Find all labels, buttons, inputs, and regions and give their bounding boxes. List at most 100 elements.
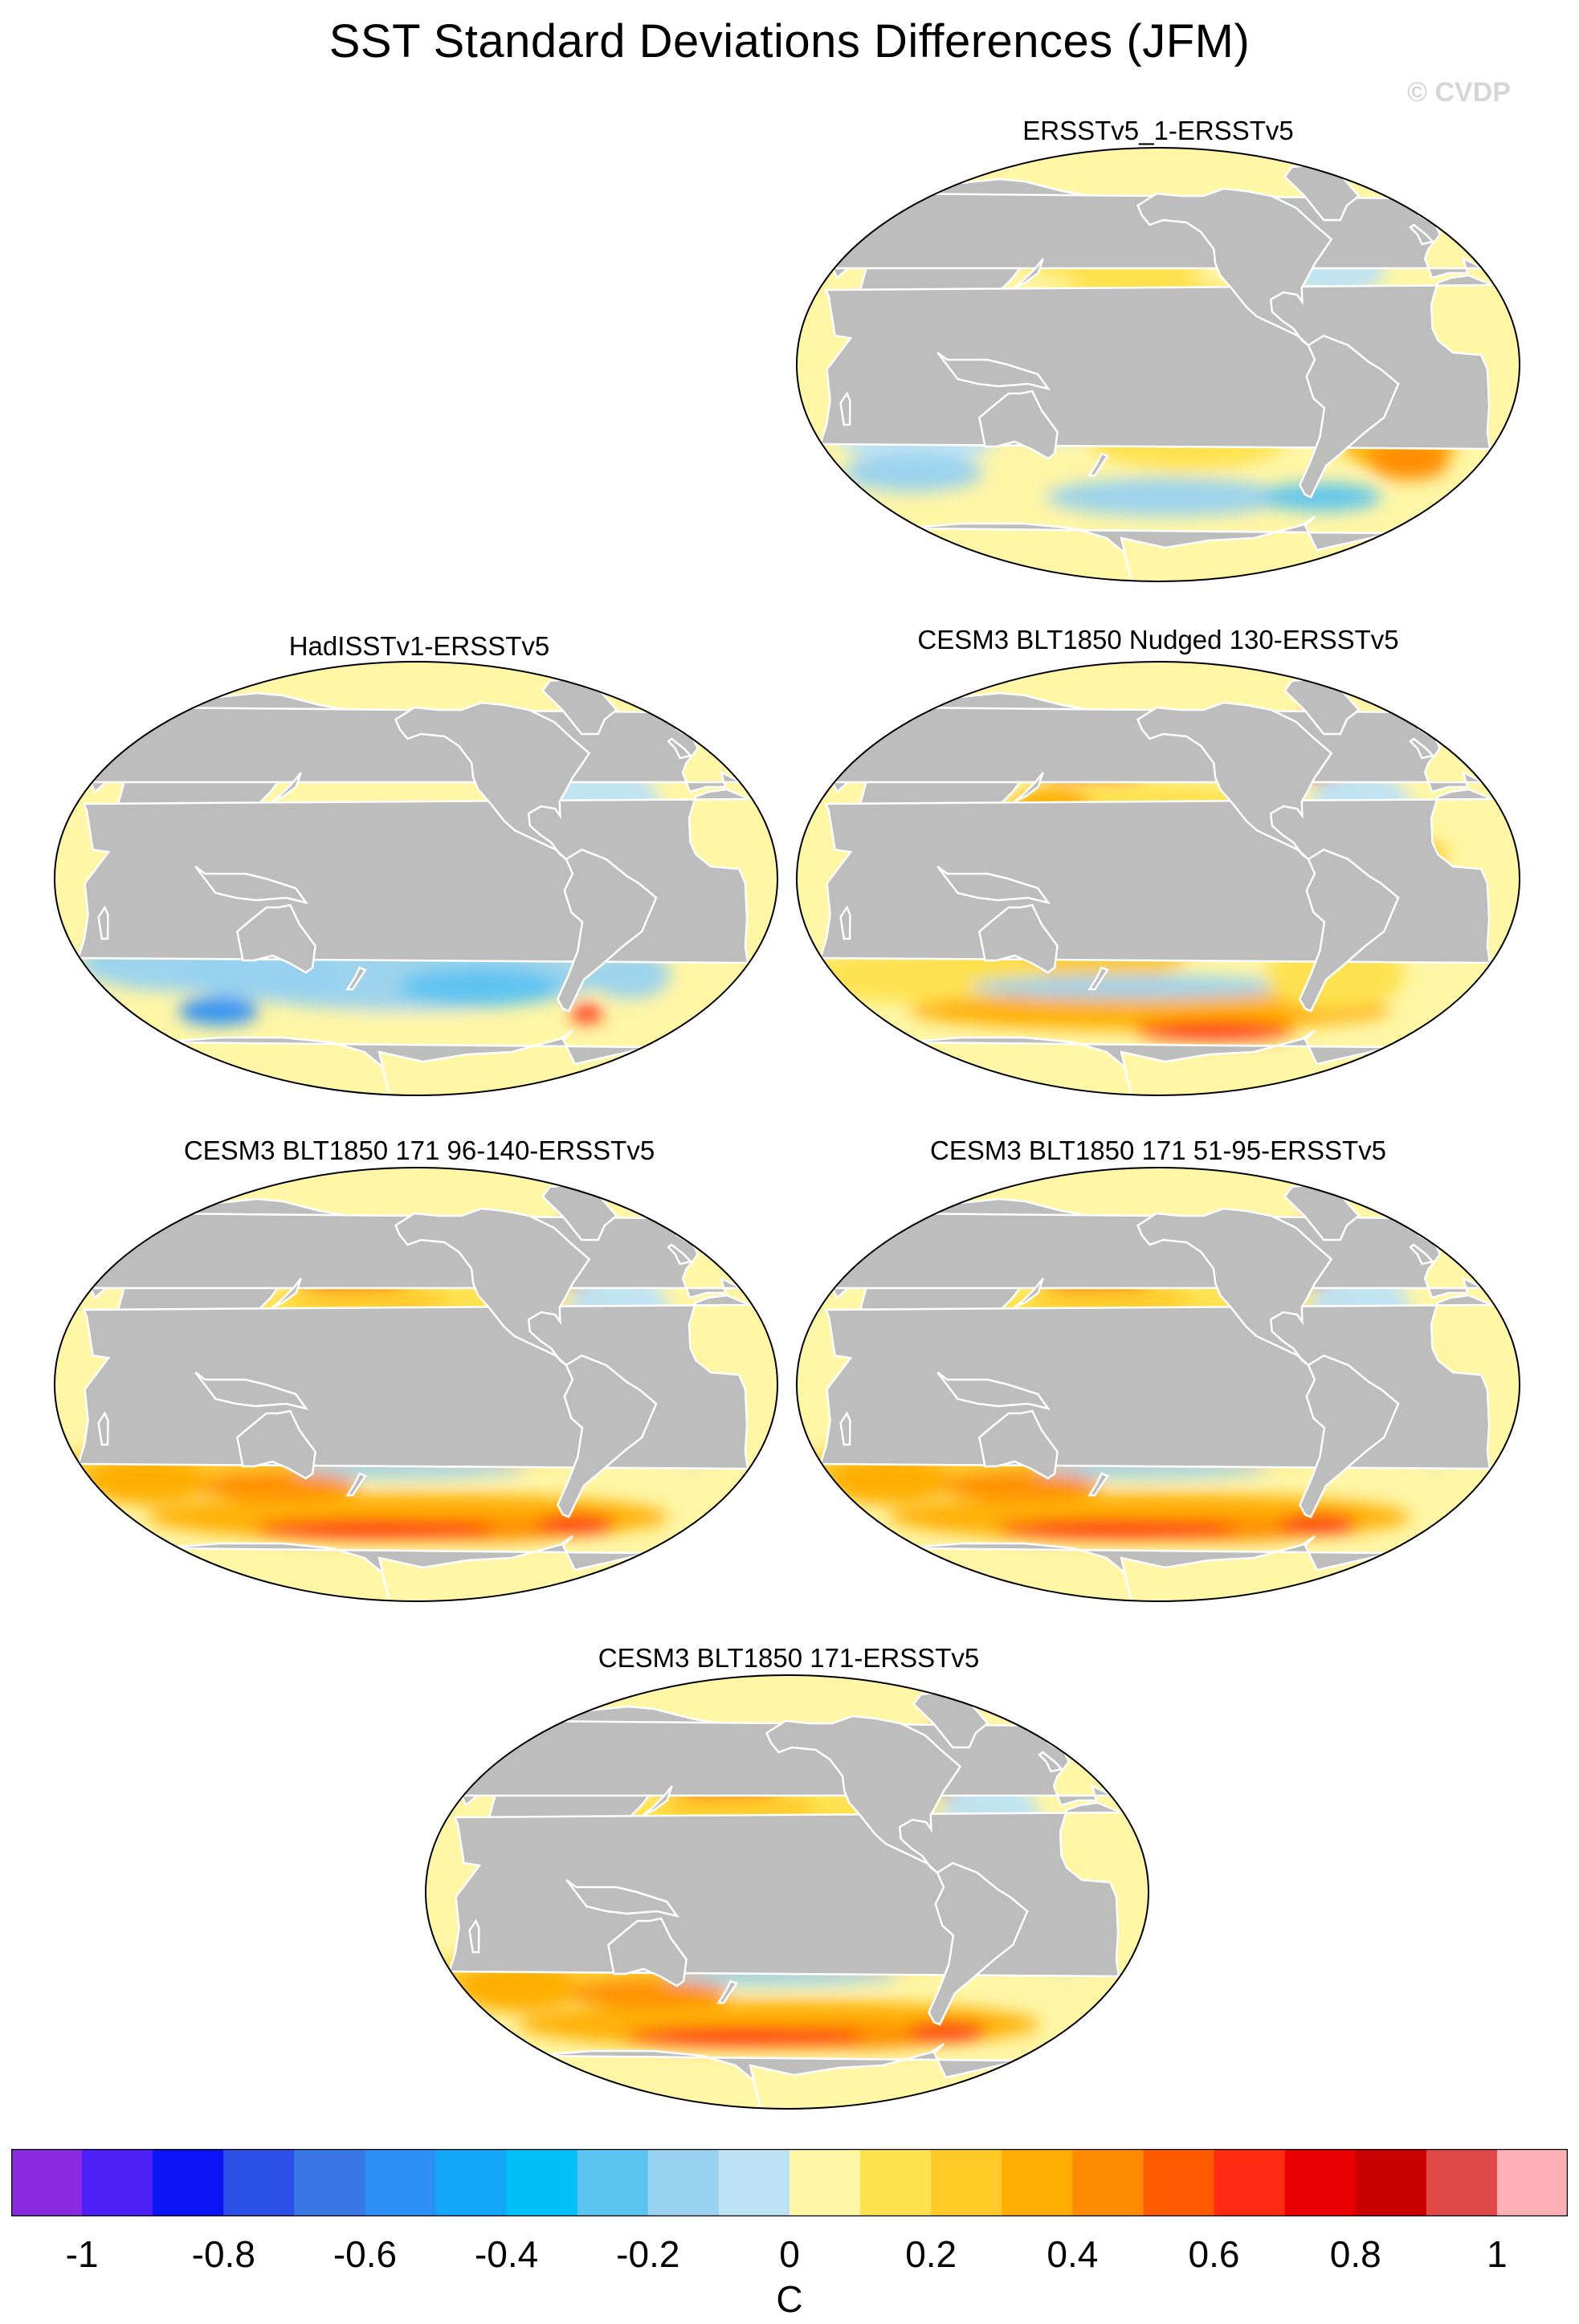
sst-anomaly-region [996, 1519, 1238, 1539]
map-panel-2 [54, 661, 778, 1096]
land-indo [936, 351, 1051, 390]
sst-anomaly-region [906, 2022, 987, 2041]
colorbar-swatch [1426, 2149, 1498, 2216]
land-nam [1136, 187, 1333, 346]
colorbar-swatch [11, 2149, 83, 2216]
panel-title-2: HadISSTv1-ERSSTv5 [288, 631, 550, 661]
land-nz [345, 1472, 367, 1497]
sst-anomaly-region [625, 2027, 867, 2046]
land-nam [1136, 1207, 1333, 1366]
map-outline [796, 661, 1520, 1096]
colorbar-tick-label: 0.4 [1047, 2233, 1099, 2275]
sst-anomaly-region [327, 1011, 488, 1035]
land-sam [1299, 334, 1400, 499]
land-uk [667, 737, 693, 760]
land-uk [1409, 223, 1435, 246]
colorbar-swatch [294, 2149, 365, 2216]
sst-anomaly-region [570, 1004, 603, 1023]
sst-anomaly-region [1277, 1515, 1358, 1534]
sst-anomaly-region [178, 997, 259, 1025]
land-nam [765, 1714, 962, 1873]
panel-title-6: CESM3 BLT1850 171-ERSSTv5 [598, 1643, 980, 1673]
land-sam [1299, 848, 1400, 1013]
colorbar-swatch [860, 2149, 932, 2216]
colorbar-swatch [647, 2149, 720, 2216]
colorbar-unit: C [776, 2278, 803, 2320]
colorbar [11, 2149, 1568, 2216]
map-panel-3 [796, 661, 1520, 1096]
land-japan [271, 772, 302, 803]
colorbar-swatch [1143, 2149, 1215, 2216]
land-africa [447, 1801, 1122, 1978]
land-mada [839, 1411, 851, 1446]
land-mada [97, 905, 109, 940]
land-uk [1038, 1751, 1064, 1773]
land-nz [1087, 452, 1109, 477]
colorbar-tick-label: -0.8 [191, 2233, 255, 2275]
land-sam [557, 848, 658, 1013]
colorbar-tick-label: -0.6 [333, 2233, 398, 2275]
colorbar-tick-label: -1 [65, 2233, 99, 2275]
land-uk [1409, 737, 1435, 760]
colorbar-swatch [1002, 2149, 1073, 2216]
map-panel-5 [796, 1167, 1520, 1602]
map-outline [796, 1167, 1520, 1602]
colorbar-swatch [435, 2149, 508, 2216]
land-japan [1014, 258, 1044, 289]
land-uk [667, 1243, 693, 1266]
colorbar-swatch [223, 2149, 295, 2216]
land-mada [97, 1411, 109, 1446]
land-japan [643, 1785, 673, 1816]
land-africa [76, 1294, 751, 1470]
land-mada [468, 1918, 480, 1954]
sst-anomaly-region [535, 1515, 616, 1534]
colorbar-swatch [153, 2149, 224, 2216]
panel-title-4: CESM3 BLT1850 171 96-140-ERSSTv5 [183, 1135, 655, 1165]
map-panel-4 [54, 1167, 778, 1602]
land-japan [271, 1278, 302, 1309]
sst-anomaly-region [970, 975, 1291, 999]
map-outline [425, 1674, 1149, 2110]
colorbar-tick-label: 0 [779, 2233, 800, 2275]
land-nz [1087, 966, 1109, 991]
sst-anomaly-region [399, 968, 561, 1006]
land-nam [394, 701, 591, 860]
land-africa [76, 788, 751, 964]
colorbar-swatch [365, 2149, 437, 2216]
colorbar-swatch [1284, 2149, 1357, 2216]
land-indo [936, 865, 1051, 904]
land-africa [818, 788, 1493, 964]
land-nz [1087, 1472, 1109, 1497]
map-outline [54, 661, 778, 1096]
land-indo [194, 865, 309, 904]
land-indo [194, 1371, 309, 1410]
figure-title: SST Standard Deviations Differences (JFM… [328, 15, 1251, 67]
land-australia [978, 903, 1059, 974]
colorbar-swatch [790, 2149, 861, 2216]
sst-anomaly-region [568, 1979, 729, 2008]
land-australia [236, 1409, 316, 1480]
colorbar-swatch [1214, 2149, 1286, 2216]
sst-anomaly-region [939, 1471, 1100, 1500]
panel-title-1: ERSSTv5_1-ERSSTv5 [1022, 116, 1294, 145]
colorbar-swatch [506, 2149, 578, 2216]
panel-title-5: CESM3 BLT1850 171 51-95-ERSSTv5 [929, 1135, 1386, 1165]
land-nam [394, 1207, 591, 1366]
land-sam [557, 1354, 658, 1519]
colorbar-tick-label: -0.4 [474, 2233, 539, 2275]
colorbar-swatch [931, 2149, 1002, 2216]
land-africa [818, 274, 1493, 451]
colorbar-swatch [577, 2149, 649, 2216]
colorbar-swatch [82, 2149, 153, 2216]
colorbar-swatch [718, 2149, 790, 2216]
colorbar-swatch [1072, 2149, 1144, 2216]
colorbar-tick-label: 0.6 [1188, 2233, 1240, 2275]
map-panel-1 [796, 147, 1520, 582]
sst-anomaly-region [197, 1471, 358, 1500]
land-uk [1409, 1243, 1435, 1266]
land-australia [607, 1917, 687, 1988]
land-indo [936, 1371, 1051, 1410]
colorbar-swatch [1496, 2149, 1568, 2216]
map-outline [796, 147, 1520, 582]
sst-anomaly-region [457, 1964, 578, 2012]
